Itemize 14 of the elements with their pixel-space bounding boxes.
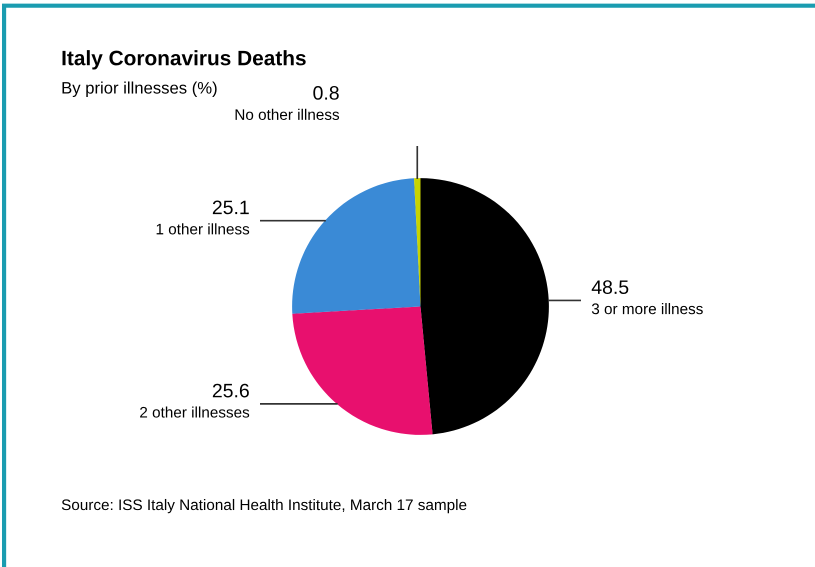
slice-label: No other illness: [236, 108, 340, 120]
source-note: Source: ISS Italy National Health Institute, March 17 sample: [62, 498, 466, 514]
data-label: 0.8: [313, 86, 339, 100]
pie-slice: [292, 178, 420, 314]
data-label: 25.1: [212, 200, 249, 214]
data-label: 48.5: [592, 280, 628, 294]
slice-label: 3 or more illness: [592, 303, 703, 314]
chart-title: Italy Coronavirus Deaths: [62, 50, 306, 70]
slice-label: 1 other illness: [156, 223, 250, 234]
slice-label: 2 other illnesses: [140, 406, 250, 418]
chart-subtitle: By prior illnesses (%): [62, 81, 217, 98]
pie-slice: [420, 178, 549, 434]
data-label: 25.6: [212, 384, 249, 398]
pie-slice: [292, 306, 433, 435]
